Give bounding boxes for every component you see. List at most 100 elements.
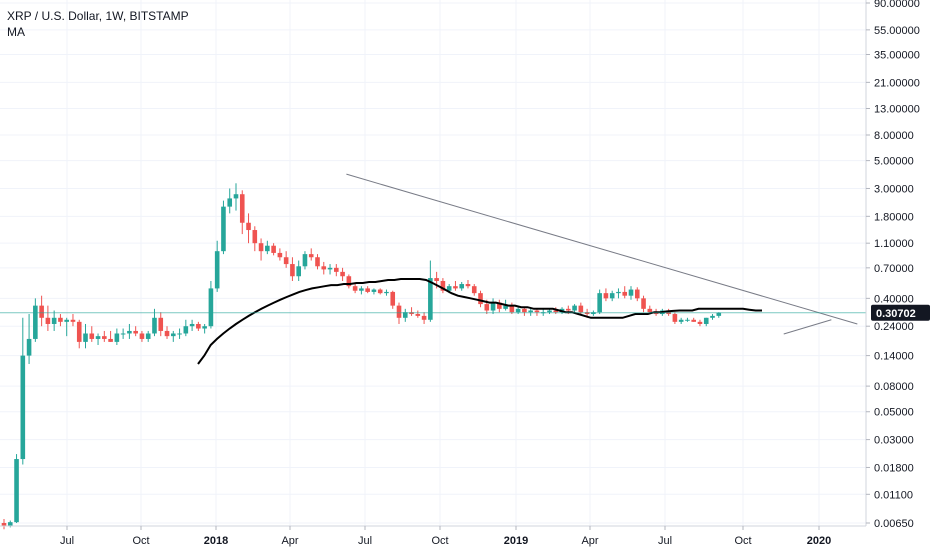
candle-body xyxy=(246,222,251,231)
x-tick-label: Apr xyxy=(281,535,298,547)
candle-body xyxy=(214,251,220,289)
candle-body xyxy=(415,314,421,316)
candle xyxy=(672,312,678,324)
candle-body xyxy=(265,245,270,252)
candle-body xyxy=(453,286,458,289)
candle-body xyxy=(133,330,138,334)
candle-body xyxy=(566,308,571,311)
candle-body xyxy=(628,289,634,296)
candle-body xyxy=(685,319,690,321)
candle xyxy=(710,314,715,320)
candle xyxy=(384,289,389,296)
candle xyxy=(108,330,113,342)
candle-body xyxy=(522,308,527,313)
y-tick-label: 0.00650 xyxy=(874,518,914,530)
time-axis[interactable]: Jul Oct 2018 Apr Jul Oct 2019 Apr Jul Oct 2020 xyxy=(60,526,831,547)
y-tick-label: 0.24000 xyxy=(874,321,914,333)
candle-body xyxy=(233,194,239,199)
y-tick-label: 0.05000 xyxy=(874,407,914,419)
y-tick-label: 0.01100 xyxy=(874,489,913,501)
x-tick-label: Oct xyxy=(734,535,751,547)
candle-body xyxy=(641,298,646,309)
y-tick-label: 5.00000 xyxy=(874,156,914,168)
candle-body xyxy=(446,286,452,291)
candle-body xyxy=(102,336,107,339)
candle xyxy=(296,260,301,281)
candle-body xyxy=(634,289,640,299)
candle xyxy=(64,317,69,337)
candle-body xyxy=(578,305,584,313)
candle xyxy=(703,317,709,327)
candle-body xyxy=(315,257,320,267)
candle-body xyxy=(547,310,552,313)
chart-grid xyxy=(0,0,866,526)
candle xyxy=(628,286,634,300)
candle-body xyxy=(647,308,653,313)
trendline xyxy=(346,173,858,325)
y-tick-label: 21.00000 xyxy=(874,77,920,89)
candle-body xyxy=(327,267,333,270)
candle-body xyxy=(528,310,533,313)
candle-body xyxy=(672,314,678,322)
candle xyxy=(120,328,126,339)
candle-body xyxy=(202,326,207,329)
candle xyxy=(678,317,684,324)
current-price-label: 0.30702 xyxy=(871,304,930,321)
candle-body xyxy=(440,280,446,291)
candle xyxy=(597,289,602,315)
candle-body xyxy=(145,333,151,339)
trendlines[interactable] xyxy=(346,173,858,335)
moving-average xyxy=(197,278,762,365)
candle xyxy=(208,280,214,329)
candle-body xyxy=(64,319,69,322)
candle-body xyxy=(120,333,126,335)
x-tick-label: Apr xyxy=(581,535,598,547)
candle xyxy=(76,319,82,349)
trendline xyxy=(783,319,832,335)
candle-body xyxy=(139,333,145,339)
candle xyxy=(89,326,95,342)
candle xyxy=(428,260,433,322)
candle-body xyxy=(703,317,709,324)
price-axis[interactable]: 90.00000 55.00000 35.00000 21.00000 13.00000… xyxy=(866,0,920,530)
y-tick-label: 0.40000 xyxy=(874,293,914,305)
candle-body xyxy=(346,276,352,287)
candle xyxy=(239,190,245,235)
candle xyxy=(453,280,458,291)
candle-body xyxy=(221,206,226,252)
candle-body xyxy=(716,312,722,316)
candle xyxy=(471,284,477,296)
candle-body xyxy=(371,289,377,292)
candle-body xyxy=(497,302,502,309)
candle xyxy=(214,240,220,292)
candle xyxy=(189,319,195,331)
candle-body xyxy=(534,310,540,313)
candle xyxy=(277,248,283,261)
y-tick-label: 0.01800 xyxy=(874,462,914,474)
candle xyxy=(1,518,7,530)
candle-body xyxy=(616,291,621,294)
candle-body xyxy=(177,333,182,335)
candle-body xyxy=(258,243,264,252)
candle-body xyxy=(20,355,26,460)
candle xyxy=(283,251,289,268)
candle-body xyxy=(622,291,628,296)
candle-body xyxy=(114,333,120,342)
symbol-title[interactable]: XRP / U.S. Dollar, 1W, BITSTAMP xyxy=(7,9,189,23)
x-tick-label: 2018 xyxy=(204,535,228,547)
candle xyxy=(572,304,577,313)
candle-body xyxy=(384,291,389,294)
candle xyxy=(321,261,327,275)
y-tick-label: 55.00000 xyxy=(874,25,920,37)
candle xyxy=(634,287,640,302)
candle xyxy=(421,312,427,324)
candle-body xyxy=(76,321,82,342)
candle-body xyxy=(597,293,602,313)
indicator-ma-label[interactable]: MA xyxy=(7,25,25,39)
candle xyxy=(145,330,151,342)
candle xyxy=(327,264,333,275)
candle xyxy=(522,307,527,316)
price-label-bg xyxy=(871,304,930,321)
candle xyxy=(39,295,44,327)
